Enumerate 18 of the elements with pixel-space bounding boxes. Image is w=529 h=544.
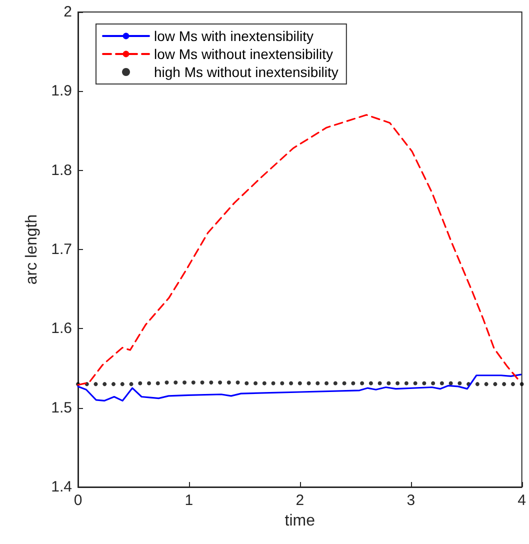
x-tick-label: 3 <box>406 492 416 509</box>
y-tick-label: 2 <box>64 4 72 20</box>
line-series <box>77 374 522 402</box>
legend-label: high Ms without inextensibility <box>154 64 338 80</box>
y-axis-title: arc length <box>24 214 41 285</box>
y-tick-label: 1.7 <box>51 241 72 258</box>
y-tick-label: 1.5 <box>51 399 72 416</box>
x-tick-label: 1 <box>184 492 194 509</box>
x-axis-title: time <box>284 512 316 530</box>
legend-label: low Ms without inextensibility <box>154 46 333 62</box>
y-tick-label: 1.9 <box>51 82 72 100</box>
x-tick-label: 4 <box>518 492 526 509</box>
x-tick-label: 0 <box>74 492 82 509</box>
x-tick-label: 2 <box>296 492 304 509</box>
y-tick-label: 1.6 <box>51 320 72 338</box>
y-tick-label: 1.4 <box>51 478 72 496</box>
legend-label: low Ms with inextensibility <box>154 28 314 44</box>
y-tick-label: 1.8 <box>51 162 72 179</box>
